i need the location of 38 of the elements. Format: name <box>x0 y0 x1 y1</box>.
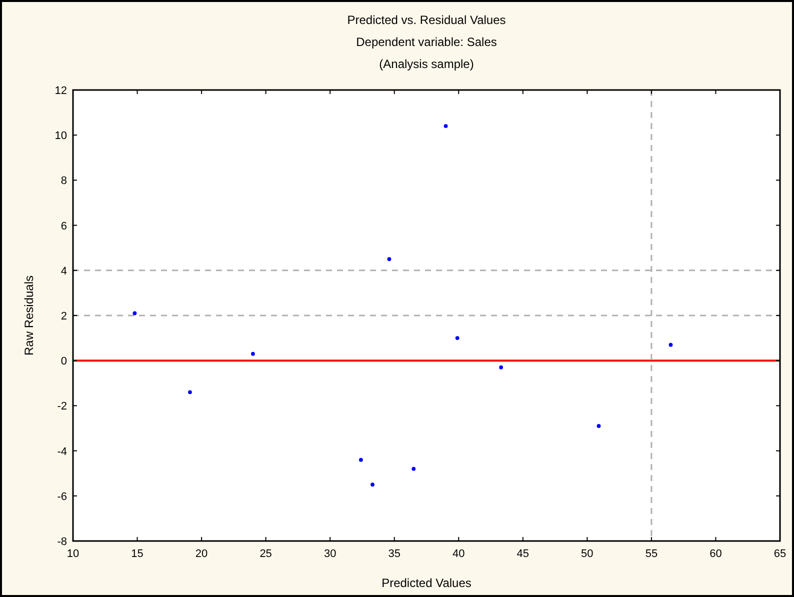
x-tick-label: 50 <box>581 548 594 560</box>
x-tick-label: 20 <box>195 548 208 560</box>
y-tick-label: 8 <box>60 175 67 188</box>
y-tick-label: 0 <box>60 356 67 368</box>
x-tick-label: 15 <box>131 548 144 560</box>
point <box>387 257 392 262</box>
x-tick-label: 55 <box>645 548 658 560</box>
x-tick-label: 30 <box>324 548 336 560</box>
y-tick-label: -4 <box>57 446 67 458</box>
y-tick-label: -2 <box>57 400 67 413</box>
y-tick-label: 12 <box>54 85 67 97</box>
x-tick-label: 35 <box>388 548 400 560</box>
point <box>596 424 601 428</box>
point <box>668 342 673 347</box>
x-tick-label: 60 <box>710 548 722 560</box>
y-axis-title: Raw Residuals <box>22 275 36 356</box>
point <box>370 482 374 487</box>
x-axis-title: Predicted Values <box>382 576 472 590</box>
point <box>444 124 448 128</box>
point <box>499 365 504 370</box>
point <box>188 390 192 394</box>
point <box>358 458 363 462</box>
chart-subtitle: Dependent variable: Sales (Analysis sample) <box>356 35 497 71</box>
x-tick-label: 25 <box>260 548 272 560</box>
point <box>455 336 460 340</box>
x-tick-label: 40 <box>452 548 465 560</box>
x-tick-label: 65 <box>774 548 786 560</box>
y-tick-label: 4 <box>60 265 67 278</box>
y-tick-label: -8 <box>57 536 67 548</box>
point <box>132 311 137 316</box>
point <box>251 352 255 356</box>
point <box>412 466 416 471</box>
chart-title: Predicted vs. Residual Values <box>347 13 506 27</box>
y-tick-label: 10 <box>54 130 67 142</box>
y-tick-label: -6 <box>57 490 67 503</box>
y-tick-label: 6 <box>60 220 67 232</box>
y-tick-label: 2 <box>60 310 67 322</box>
x-tick-label: 45 <box>516 548 530 560</box>
